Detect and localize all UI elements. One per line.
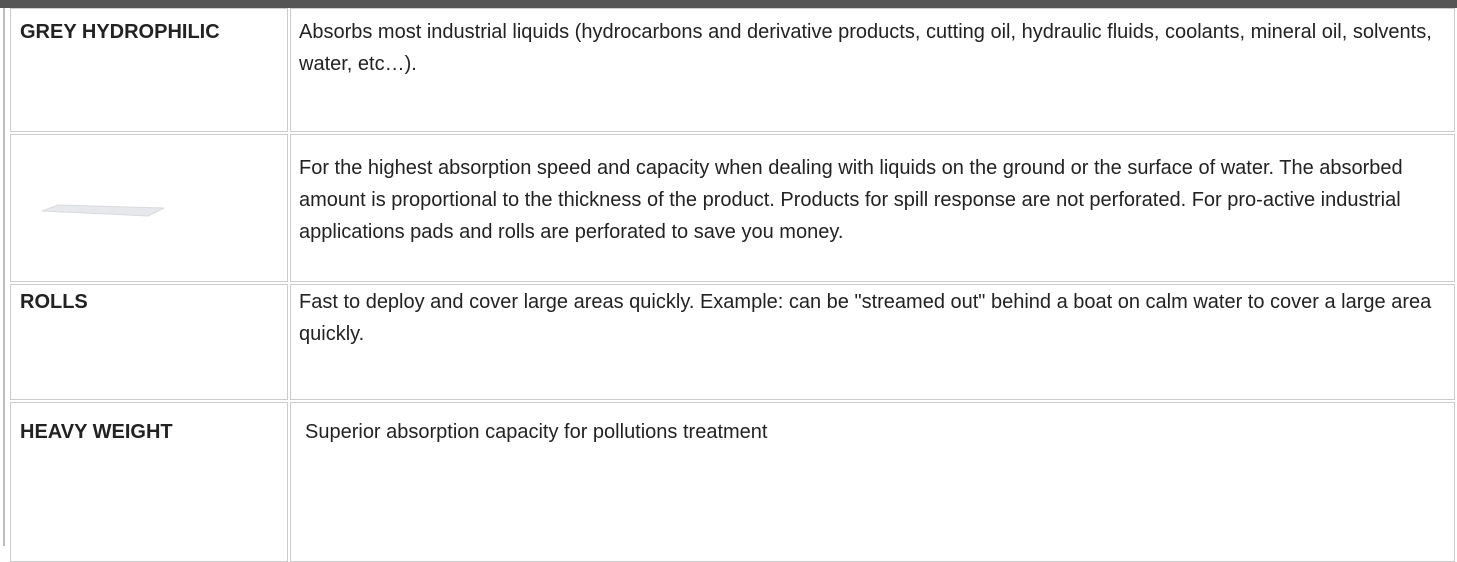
product-image — [38, 200, 168, 222]
left-border — [3, 8, 5, 546]
row-label: ROLLS — [20, 286, 280, 318]
top-bar — [0, 0, 1457, 8]
row-label: HEAVY WEIGHT — [20, 416, 280, 448]
pad-shape — [42, 205, 164, 216]
row-description: Absorbs most industrial liquids (hydroca… — [299, 16, 1439, 80]
row-description: Superior absorption capacity for polluti… — [305, 416, 1445, 448]
page: GREY HYDROPHILIC Absorbs most industrial… — [0, 0, 1457, 546]
row-label: GREY HYDROPHILIC — [20, 16, 280, 48]
row-description: For the highest absorption speed and cap… — [299, 152, 1439, 248]
row-description: Fast to deploy and cover large areas qui… — [299, 286, 1439, 350]
